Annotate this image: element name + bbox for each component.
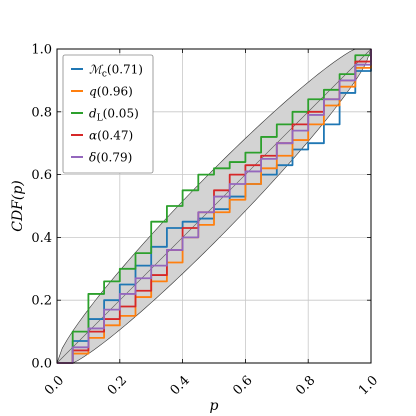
legend-label-Mc: ℳc(0.71) [89, 63, 143, 80]
y-tick-label-3: 0.6 [31, 168, 52, 183]
legend-label-alpha: α(0.47) [89, 129, 133, 143]
x-tick-label-1: 0.2 [105, 373, 130, 398]
y-tick-label-2: 0.4 [31, 231, 52, 246]
legend-label-delta: δ(0.79) [89, 151, 132, 165]
y-axis-label: CDF(p) [10, 180, 26, 232]
legend-label-q: q(0.96) [89, 85, 133, 99]
x-tick-label-5: 1.0 [356, 373, 381, 398]
series-line-dL [57, 49, 372, 364]
x-axis-label: p [210, 398, 219, 414]
series-lines [57, 49, 372, 364]
plot-frame [56, 48, 372, 364]
y-tick-label-5: 1.0 [31, 43, 52, 58]
y-tick-label-1: 0.2 [31, 294, 52, 309]
series-line-delta [57, 49, 372, 364]
y-tick-label-4: 0.8 [31, 105, 52, 120]
legend-box [62, 54, 154, 174]
legend-label-dL: dL(0.05) [89, 107, 139, 124]
y-tick-label-0: 0.0 [31, 357, 52, 372]
x-tick-label-0: 0.0 [42, 373, 67, 398]
legend: ℳc(0.71) q(0.96) dL(0.05) α(0.47) δ(0.79) [62, 54, 154, 174]
x-tick-label-2: 0.4 [168, 373, 193, 398]
x-tick-label-3: 0.6 [230, 373, 255, 398]
x-tick-label-4: 0.8 [293, 373, 318, 398]
